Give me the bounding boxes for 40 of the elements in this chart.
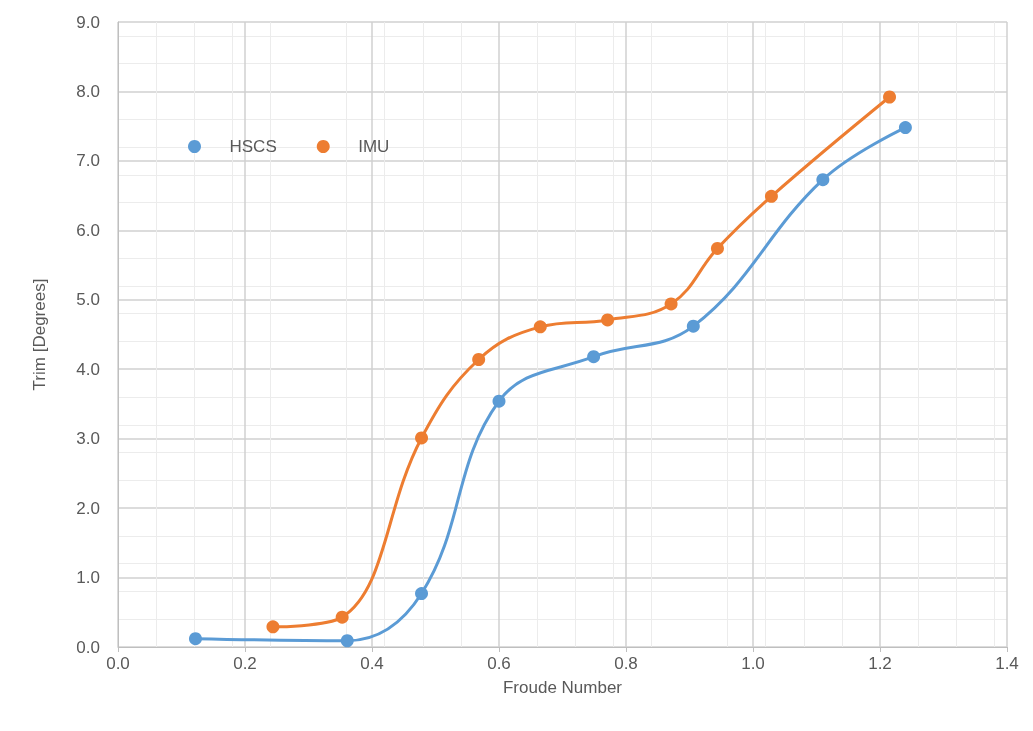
y-tick-label: 0.0 [76,637,100,657]
point [816,173,830,187]
y-tick-label: 7.0 [76,151,100,171]
x-tick-label: 0.0 [106,654,130,673]
x-tick-label: 0.6 [487,654,511,673]
point [898,121,912,135]
point [335,610,349,624]
point [533,320,547,334]
x-tick-label: 0.4 [360,654,384,673]
point [340,634,354,648]
point [492,394,506,408]
x-tick-label: 0.8 [614,654,638,673]
point [472,353,486,366]
y-tick-label: 2.0 [76,498,100,518]
point [883,90,897,104]
y-axis-title: Trim [Degrees] [30,278,49,391]
x-tick-label: 1.0 [741,654,765,673]
y-tick-label: 5.0 [76,290,100,310]
y-tick-label: 8.0 [76,81,100,101]
point [764,189,778,203]
point [587,350,601,364]
legend-label: HSCS [229,137,277,156]
y-tick-label: 3.0 [76,429,100,449]
point [601,313,615,327]
point [710,241,724,255]
point [266,620,280,634]
x-axis-title: Froude Number [502,678,623,697]
y-tick-label: 6.0 [76,220,100,240]
x-tick-label: 1.2 [868,654,892,673]
point [686,319,700,333]
x-tick-label: 1.4 [995,654,1019,673]
y-tick-label: 9.0 [76,12,100,32]
legend-label: IMU [358,137,390,156]
x-tick-label: 0.2 [233,654,257,673]
y-tick-label: 1.0 [76,568,100,588]
point [188,632,202,646]
point [415,431,429,445]
point [664,297,678,311]
point [415,587,429,601]
y-tick-label: 4.0 [76,359,100,379]
